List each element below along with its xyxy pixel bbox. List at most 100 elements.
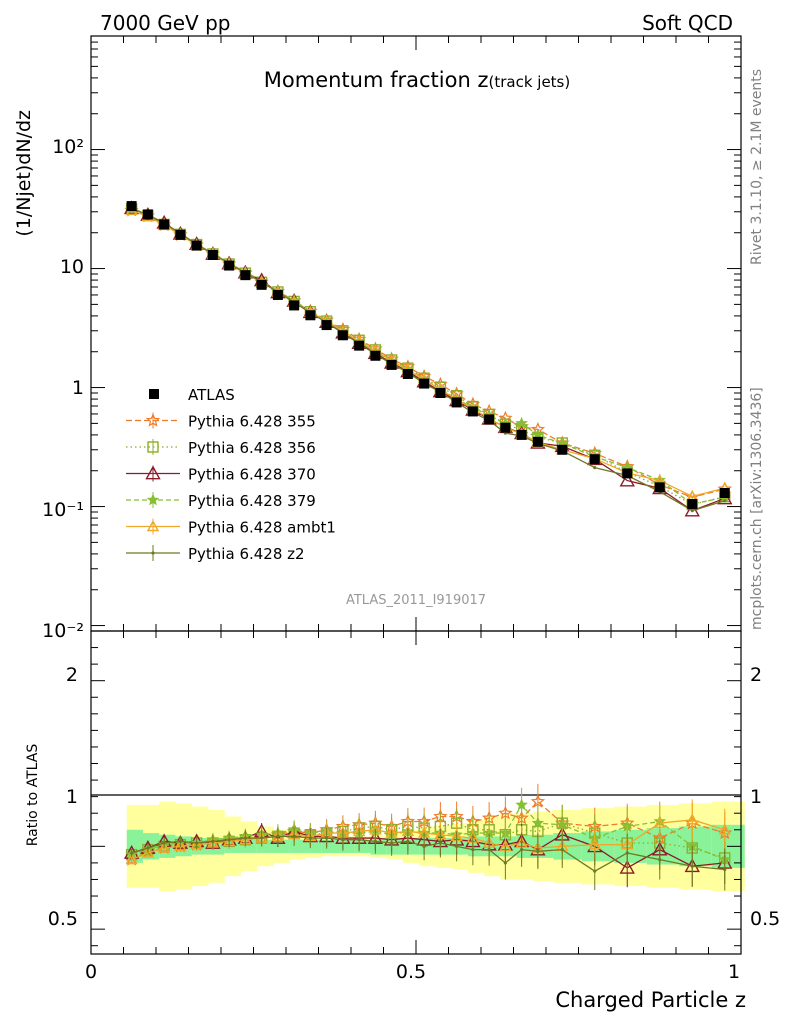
legend-marker-s370 — [145, 465, 161, 480]
ratio-point-z2-6 — [227, 838, 231, 842]
ratio-point-z2-31 — [723, 867, 727, 872]
atlas-point-9 — [272, 289, 283, 300]
ratio-tick-right-1: 1 — [750, 786, 762, 808]
legend-label-z2: Pythia 6.428 z2 — [188, 545, 305, 563]
atlas-point-26 — [557, 444, 568, 455]
ratio-point-z2-27 — [593, 869, 597, 873]
x-tick-label-0: 0 — [85, 961, 97, 983]
legend-label-ambt1: Pythia 6.428 ambt1 — [188, 519, 336, 537]
legend-marker-s355 — [145, 412, 161, 427]
ratio-point-z2-30 — [690, 864, 694, 868]
legend-label-atlas: ATLAS — [188, 386, 235, 404]
ratio-point-z2-22 — [487, 848, 491, 852]
atlas-point-17 — [402, 368, 413, 379]
atlas-point-28 — [622, 468, 633, 479]
y-tick-label-100: 10² — [52, 136, 84, 158]
ratio-point-z2-17 — [406, 839, 410, 843]
ratio-point-z2-3 — [178, 839, 182, 843]
ratio-point-ambt1-31 — [718, 823, 731, 835]
band-inner-bin — [354, 839, 371, 853]
legend: ATLAS Pythia 6.428 355 Pythia 6.428 356 Pyt… — [126, 386, 336, 563]
ratio-tick-left-0.5: 0.5 — [48, 908, 78, 930]
legend-marker-s356 — [147, 441, 159, 453]
ratio-frame — [90, 630, 742, 955]
mcplots-credit-label: mcplots.cern.ch [arXiv:1306.3436] — [749, 387, 765, 630]
ratio-point-z2-0 — [130, 851, 134, 855]
atlas-point-5 — [207, 249, 218, 260]
point-z2-30 — [690, 509, 694, 513]
y-tick-label-1: 1 — [72, 377, 84, 399]
ratio-point-z2-5 — [211, 839, 215, 843]
ratio-point-z2-28 — [625, 851, 629, 855]
ratio-plot-panel: Ratio to ATLAS 0.5 1 2 0.5 1 2 — [25, 630, 780, 955]
energy-label: 7000 GeV pp — [100, 11, 231, 35]
ratio-y-axis-label: Ratio to ATLAS — [25, 744, 41, 847]
y-axis-label: (1/Njet)dN/dz — [13, 110, 35, 237]
atlas-point-22 — [484, 414, 495, 425]
ratio-point-z2-4 — [195, 841, 199, 845]
band-inner-bin — [403, 838, 420, 855]
ratio-point-ambt1-3 — [174, 839, 187, 852]
atlas-point-13 — [337, 330, 348, 341]
atlas-point-2 — [159, 219, 170, 230]
atlas-point-11 — [305, 310, 316, 321]
ratio-point-z2-24 — [520, 848, 524, 852]
rivet-version-label: Rivet 3.1.10, ≥ 2.1M events — [749, 69, 765, 265]
atlas-point-27 — [589, 454, 600, 465]
atlas-point-12 — [321, 320, 332, 331]
ratio-point-z2-12 — [325, 836, 329, 840]
main-series-group — [123, 200, 733, 517]
legend-label-s370: Pythia 6.428 370 — [188, 466, 316, 484]
atlas-point-6 — [224, 260, 235, 271]
legend-marker-ambt1 — [146, 520, 160, 532]
ratio-point-s379-25 — [531, 816, 545, 829]
legend-label-s379: Pythia 6.428 379 — [188, 492, 316, 510]
atlas-point-7 — [240, 270, 251, 281]
atlas-point-20 — [451, 397, 462, 408]
ratio-point-z2-19 — [438, 841, 442, 845]
ratio-point-s379-26 — [556, 818, 569, 831]
ratio-point-z2-26 — [560, 848, 564, 852]
band-inner-bin — [305, 839, 323, 853]
point-s379-24 — [515, 416, 528, 429]
ratio-axis-ticks — [90, 631, 742, 954]
legend-marker-s379 — [146, 493, 160, 506]
x-tick-label-0.5: 0.5 — [396, 961, 426, 983]
ratio-point-z2-8 — [260, 836, 264, 840]
atlas-point-0 — [126, 201, 137, 212]
ratio-point-z2-29 — [658, 857, 662, 862]
atlas-point-14 — [354, 340, 365, 351]
series-line-s379 — [131, 208, 725, 505]
band-inner-bin — [321, 839, 339, 853]
series-line-s356 — [131, 208, 725, 506]
y-tick-label-0.01: 10⁻² — [42, 620, 84, 642]
ratio-point-z2-23 — [503, 861, 507, 865]
ratio-line-z2 — [131, 835, 725, 872]
legend-marker-atlas — [149, 389, 159, 399]
ratio-point-z2-2 — [162, 841, 166, 845]
ratio-point-z2-11 — [308, 836, 312, 840]
atlas-point-18 — [419, 378, 430, 389]
main-plot-panel: Momentum fraction z(track jets) (1/Njet)… — [13, 35, 742, 642]
point-z2-27 — [593, 465, 597, 470]
band-inner-bin — [419, 838, 436, 855]
atlas-point-21 — [467, 406, 478, 417]
y-tick-label-10: 10 — [60, 256, 84, 278]
atlas-point-19 — [435, 388, 446, 398]
ratio-point-s355-23 — [498, 805, 513, 820]
ratio-point-ambt1-30 — [686, 813, 699, 825]
atlas-point-23 — [500, 422, 511, 433]
point-s370-28 — [619, 472, 635, 487]
atlas-point-3 — [175, 229, 186, 240]
atlas-point-15 — [370, 350, 381, 361]
atlas-point-31 — [719, 487, 730, 498]
ratio-point-z2-1 — [146, 846, 150, 850]
ratio-point-z2-10 — [292, 834, 296, 838]
x-axis-label: Charged Particle z — [555, 988, 746, 1012]
ratio-point-z2-25 — [536, 849, 540, 853]
legend-marker-z2 — [151, 551, 155, 555]
ratio-point-z2-7 — [243, 836, 247, 840]
ratio-point-z2-13 — [341, 838, 345, 842]
band-inner-bin — [451, 838, 469, 855]
